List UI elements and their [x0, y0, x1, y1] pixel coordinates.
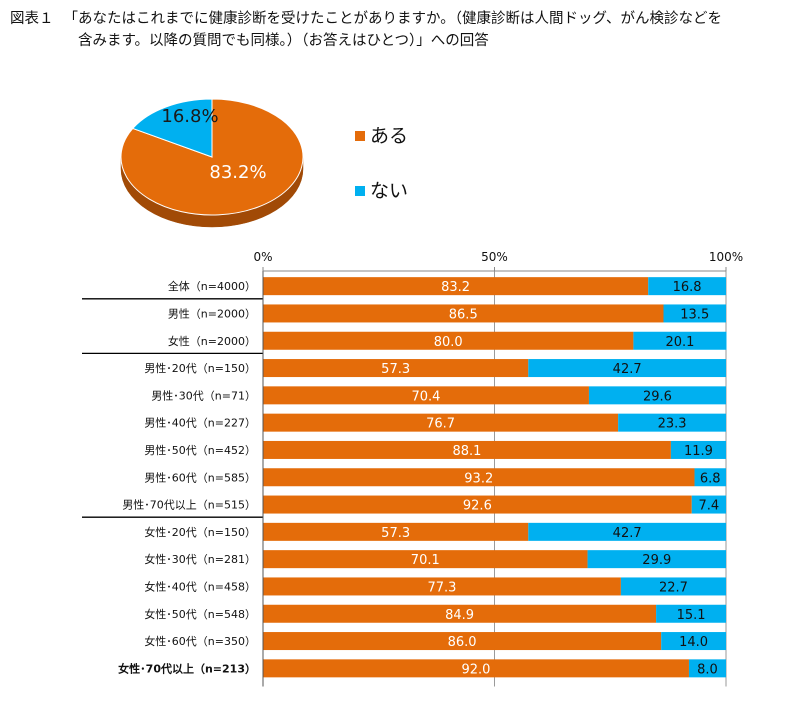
bar-data-label-ある: 57.3	[381, 362, 410, 377]
bar-segment-ある	[263, 304, 664, 323]
bar-segment-ない	[648, 277, 726, 296]
bar-data-label-ない: 14.0	[679, 635, 708, 650]
bar-data-label-ない: 29.6	[643, 389, 672, 404]
bar-segment-ある	[263, 604, 657, 623]
x-tick-label: 50%	[481, 250, 508, 264]
bar-segment-ない	[588, 386, 726, 405]
category-label: 男性･30代（n=71）	[151, 388, 256, 402]
bar-data-label-ある: 84.9	[445, 608, 474, 623]
pie-slice-ない	[131, 98, 213, 158]
bar-segment-ない	[620, 577, 726, 596]
category-label: 男性（n=2000）	[168, 306, 256, 320]
bar-data-label-ある: 57.3	[381, 526, 410, 541]
bar-segment-ある	[263, 550, 588, 569]
bar-data-label-ある: 70.4	[411, 389, 440, 404]
bar-segment-ある	[263, 577, 621, 596]
category-label: 女性･30代（n=281）	[144, 552, 256, 566]
bar-segment-ある	[263, 522, 529, 541]
title-line-1: 図表１ 「あなたはこれまでに健康診断を受けたことがありますか。（健康診断は人間ドッ…	[10, 8, 806, 30]
category-label: 全体（n=4000）	[168, 279, 256, 293]
bar-data-label-ある: 83.2	[441, 280, 470, 295]
category-label: 女性･70代以上（n=213）	[118, 661, 256, 675]
bar-segment-ある	[263, 331, 634, 350]
figure-label: 図表１	[10, 11, 54, 27]
legend-swatch-ない	[355, 186, 365, 196]
bar-segment-ない	[528, 359, 726, 378]
category-label: 女性･40代（n=458）	[144, 579, 256, 593]
bar-data-label-ある: 92.0	[462, 662, 491, 677]
bar-data-label-ある: 70.1	[411, 553, 440, 568]
bar-data-label-ない: 42.7	[613, 362, 642, 377]
bar-segment-ない	[656, 604, 726, 623]
x-tick-label: 0%	[253, 250, 272, 264]
title-line-2: 含みます。以降の質問でも同様。）（お答えはひとつ）」への回答	[78, 33, 489, 49]
bar-segment-ある	[263, 468, 695, 487]
pie-label-ある: 83.2%	[209, 162, 266, 183]
bar-segment-ない	[691, 495, 726, 514]
bar-data-label-ない: 7.4	[699, 499, 720, 514]
bar-data-label-ある: 77.3	[427, 580, 456, 595]
bar-data-label-ない: 42.7	[613, 526, 642, 541]
legend-swatch-ある	[355, 131, 365, 141]
title-text-1: 「あなたはこれまでに健康診断を受けたことがありますか。（健康診断は人間ドッグ、が…	[63, 11, 722, 27]
category-label: 男性･70代以上（n=515）	[122, 498, 256, 512]
bar-data-label-ない: 15.1	[677, 608, 706, 623]
bar-segment-ない	[661, 632, 726, 651]
bar-segment-ない	[670, 440, 726, 459]
bar-data-label-ある: 92.6	[463, 499, 492, 514]
bar-data-label-ある: 76.7	[426, 417, 455, 432]
bar-data-label-ない: 29.9	[642, 553, 671, 568]
bar-data-label-ある: 86.0	[448, 635, 477, 650]
category-label: 女性･20代（n=150）	[144, 525, 256, 539]
legend-label-ある: ある	[370, 125, 408, 147]
figure-title: 図表１ 「あなたはこれまでに健康診断を受けたことがありますか。（健康診断は人間ドッ…	[10, 8, 806, 52]
pie-label-ない: 16.8%	[161, 106, 218, 127]
category-label: 男性･60代（n=585）	[144, 470, 256, 484]
bar-data-label-ない: 16.8	[673, 280, 702, 295]
bar-data-label-ない: 6.8	[700, 471, 721, 486]
bar-data-label-ない: 20.1	[665, 335, 694, 350]
bar-data-label-ない: 22.7	[659, 580, 688, 595]
bar-segment-ある	[263, 659, 689, 678]
bar-data-label-ある: 80.0	[434, 335, 463, 350]
bar-segment-ある	[263, 386, 589, 405]
bar-segment-ない	[528, 522, 726, 541]
bar-segment-ある	[263, 277, 649, 296]
category-label: 男性･40代（n=227）	[144, 416, 256, 430]
category-label: 女性･50代（n=548）	[144, 607, 256, 621]
bar-data-label-ない: 8.0	[697, 662, 718, 677]
bar-data-label-ない: 23.3	[658, 417, 687, 432]
legend-label-ない: ない	[370, 180, 408, 202]
bar-segment-ない	[663, 304, 726, 323]
bar-segment-ない	[633, 331, 727, 350]
category-label: 女性（n=2000）	[168, 334, 256, 348]
bar-data-label-ない: 13.5	[680, 307, 709, 322]
x-tick-label: 100%	[709, 250, 743, 264]
bar-segment-ない	[694, 468, 726, 487]
bar-segment-ある	[263, 413, 619, 432]
bar-segment-ある	[263, 495, 692, 514]
bar-segment-ある	[263, 632, 662, 651]
category-label: 女性･60代（n=350）	[144, 634, 256, 648]
bar-data-label-ある: 86.5	[449, 307, 478, 322]
category-label: 男性･50代（n=452）	[144, 443, 256, 457]
bar-segment-ない	[618, 413, 726, 432]
bar-data-label-ない: 11.9	[684, 444, 713, 459]
bar-data-label-ある: 93.2	[464, 471, 493, 486]
bar-segment-ある	[263, 440, 671, 459]
bar-segment-ある	[263, 359, 529, 378]
bar-data-label-ある: 88.1	[452, 444, 481, 459]
category-label: 男性･20代（n=150）	[144, 361, 256, 375]
bar-segment-ない	[587, 550, 726, 569]
bar-segment-ない	[688, 659, 726, 678]
